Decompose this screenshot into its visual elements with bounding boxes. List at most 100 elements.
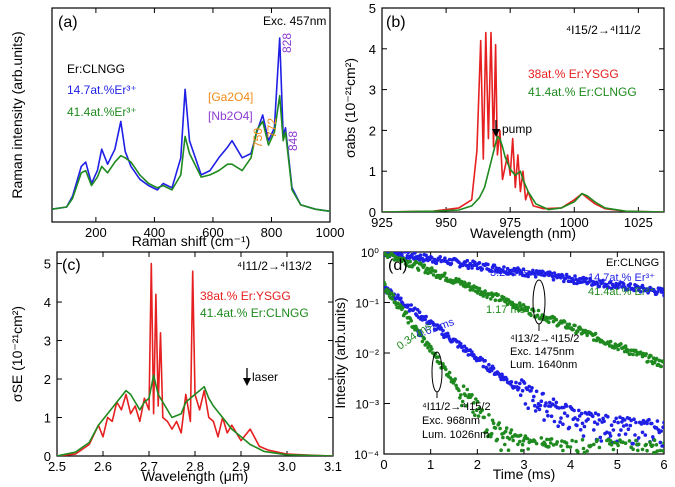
decay-point xyxy=(503,442,507,447)
decay-point xyxy=(550,402,555,407)
decay-point xyxy=(602,419,606,424)
decay-point xyxy=(506,448,511,453)
decay-point xyxy=(628,423,633,428)
decay-point xyxy=(567,322,572,327)
decay-point xyxy=(612,419,617,424)
decay-point xyxy=(601,416,605,421)
decay-point xyxy=(655,419,660,423)
decay-point xyxy=(518,301,522,305)
decay-point xyxy=(465,258,470,263)
decay-point xyxy=(522,381,527,385)
decay-point xyxy=(503,429,508,434)
decay-point xyxy=(432,257,437,262)
decay-point xyxy=(631,441,635,446)
decay-point xyxy=(526,274,530,279)
decay-point xyxy=(501,435,505,440)
decay-point xyxy=(493,426,498,430)
decay-point xyxy=(404,311,409,315)
decay-point xyxy=(459,403,464,408)
panel-d-lum1: Lum. 1640nm xyxy=(510,359,577,371)
decay-point xyxy=(636,442,641,447)
decay-point xyxy=(636,448,640,453)
panel-b: 925 950 975 1000 1025 0 1 2 3 4 5 (b) ⁴I15/2→⁴I11/… xyxy=(342,1,665,241)
decay-point xyxy=(547,320,551,325)
decay-point xyxy=(597,284,602,289)
decay-point xyxy=(462,344,467,349)
decay-point xyxy=(417,310,422,315)
panel-c-y-tick-label: 3 xyxy=(44,334,51,349)
decay-point xyxy=(564,441,569,445)
decay-point xyxy=(406,321,411,325)
panel-c-ylabel: σSE (10⁻²¹cm²) xyxy=(9,306,25,402)
decay-point xyxy=(477,261,482,265)
panel-d-exc1: Exc. 1475nm xyxy=(510,346,574,358)
decay-point xyxy=(490,418,495,423)
decay-point xyxy=(482,415,487,420)
decay-point xyxy=(396,293,400,298)
decay-point xyxy=(453,377,458,381)
panel-d-y-tick-label: 10⁻³ xyxy=(355,398,379,412)
decay-point xyxy=(643,433,648,437)
decay-point xyxy=(616,443,620,448)
panel-a-sample: Er:CLNGG xyxy=(67,62,125,76)
decay-point xyxy=(550,274,555,279)
panel-b-xlabel: Wavelength (nm) xyxy=(470,225,576,241)
decay-point xyxy=(631,352,635,357)
decay-point xyxy=(527,384,531,389)
decay-point xyxy=(656,428,661,432)
decay-point xyxy=(559,444,563,448)
panel-d-xlabel: Time (ms) xyxy=(493,466,555,482)
decay-point xyxy=(605,430,609,435)
decay-point xyxy=(608,280,613,284)
decay-point xyxy=(624,423,629,427)
decay-point xyxy=(409,303,414,307)
panel-c-legend-green: 41.4at.% Er:CLNGG xyxy=(200,306,309,320)
panel-d-x-tick-label: 3 xyxy=(520,457,527,472)
panel-a-xlabel: Raman shift (cm⁻¹) xyxy=(132,233,251,249)
decay-point xyxy=(580,421,585,426)
decay-point xyxy=(654,356,659,361)
decay-point xyxy=(561,274,565,278)
decay-point xyxy=(436,355,441,359)
panel-d-trans1: ⁴I13/2→⁴I15/2 xyxy=(510,333,579,345)
decay-point xyxy=(507,437,512,441)
decay-point xyxy=(644,352,648,356)
decay-point xyxy=(561,422,565,427)
decay-point xyxy=(433,269,438,274)
decay-point xyxy=(517,386,521,390)
decay-point xyxy=(408,259,413,264)
decay-point xyxy=(523,434,528,438)
decay-point xyxy=(415,260,419,265)
decay-point xyxy=(489,431,494,436)
decay-point xyxy=(416,268,421,272)
panel-c-transition: ⁴I11/2→⁴I13/2 xyxy=(237,259,312,273)
decay-point xyxy=(567,425,572,430)
decay-point xyxy=(461,384,466,389)
decay-point xyxy=(659,364,663,369)
decay-point xyxy=(562,405,566,410)
panel-b-ylabel: σabs (10⁻²¹cm²) xyxy=(342,58,358,158)
decay-point xyxy=(529,388,533,393)
decay-point xyxy=(578,428,583,432)
tau-3-29: 3.29 ms xyxy=(490,267,530,279)
decay-point xyxy=(538,403,543,408)
decay-point xyxy=(410,252,414,257)
panel-a-series-green-line xyxy=(52,94,330,213)
decay-point xyxy=(596,413,601,417)
decay-point xyxy=(645,448,649,453)
decay-point xyxy=(660,287,664,291)
decay-point xyxy=(481,364,486,369)
panel-b-transition: ⁴I15/2→⁴I11/2 xyxy=(566,23,641,37)
decay-point xyxy=(498,374,502,379)
decay-point xyxy=(430,255,434,260)
panel-d-x-tick-label: 0 xyxy=(380,457,387,472)
decay-point xyxy=(516,442,520,447)
decay-point xyxy=(526,305,530,310)
decay-point xyxy=(409,319,414,323)
decay-point xyxy=(504,426,509,430)
panel-c-legend-red: 38at.% Er:YSGG xyxy=(200,289,291,303)
decay-point xyxy=(449,261,454,266)
panel-a-ylabel: Raman intensity (arb.units) xyxy=(9,31,25,198)
decay-point xyxy=(549,437,554,441)
panel-a-nb-label: [Nb2O4] xyxy=(208,109,253,123)
